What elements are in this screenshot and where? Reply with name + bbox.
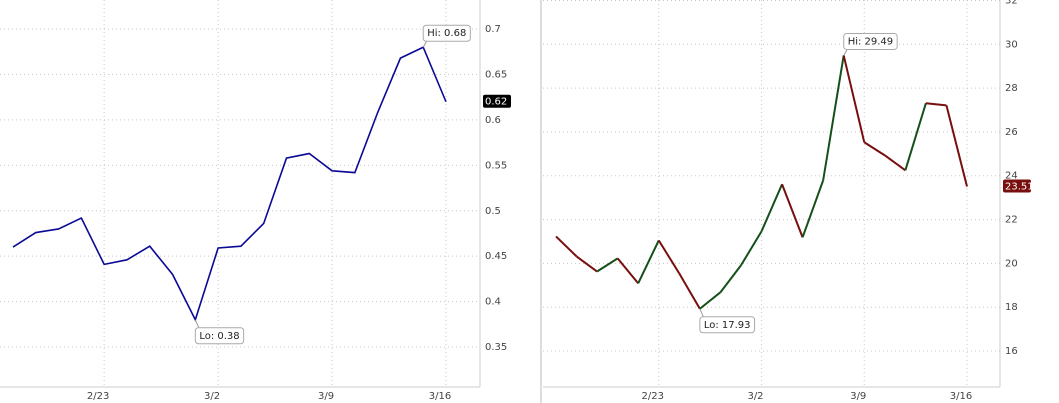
y-tick-label: 30 [1005, 39, 1018, 50]
price-line [12, 46, 447, 322]
x-tick-label: 3/9 [850, 391, 866, 402]
y-tick-label: 0.5 [485, 206, 501, 217]
price-segment [637, 239, 660, 284]
price-segment [863, 141, 886, 157]
price-segment [657, 239, 681, 275]
callout-box [843, 32, 898, 50]
price-segment [616, 257, 639, 284]
price-segment [740, 230, 763, 266]
price-segment [842, 55, 866, 143]
price-segment [575, 255, 598, 273]
x-tick-label: 3/16 [950, 391, 972, 402]
x-tick-label: 2/23 [642, 391, 664, 402]
x-tick-label: 3/9 [318, 391, 334, 402]
callout-label: Lo: 0.38 [199, 331, 239, 342]
last-value-tag [1003, 179, 1031, 193]
y-tick-label: 0.4 [485, 297, 501, 308]
y-tick-label: 22 [1005, 215, 1018, 226]
y-tick-label: 32 [1005, 0, 1018, 6]
price-segment [822, 55, 845, 181]
callout-box [194, 327, 245, 345]
price-segment [678, 272, 701, 310]
price-segment [555, 235, 578, 258]
y-tick-label: 16 [1005, 346, 1018, 357]
price-segment [884, 154, 906, 172]
y-tick-label: 24 [1005, 171, 1018, 182]
price-segment [781, 183, 804, 238]
price-segment [925, 102, 947, 107]
y-tick-label: 0.45 [485, 251, 507, 262]
last-value-tag [483, 94, 511, 108]
callout-label: Hi: 0.68 [427, 28, 466, 39]
y-tick-label: 0.65 [485, 69, 507, 80]
price-segment [699, 291, 722, 310]
x-tick-label: 2/23 [87, 391, 109, 402]
callout-label: Lo: 17.93 [704, 320, 751, 331]
price-segment [719, 264, 742, 293]
y-tick-label: 0.7 [485, 24, 501, 35]
y-tick-label: 20 [1005, 258, 1018, 269]
y-tick-label: 0.6 [485, 115, 501, 126]
price-segment [596, 257, 619, 273]
y-tick-label: 0.35 [485, 342, 507, 353]
last-value-label: 0.62 [485, 97, 507, 108]
last-value-label: 23.51 [1005, 181, 1034, 192]
y-tick-label: 0.55 [485, 160, 507, 171]
y-tick-label: 18 [1005, 302, 1018, 313]
callout-box [422, 24, 471, 42]
x-tick-label: 3/2 [204, 391, 220, 402]
x-tick-label: 3/16 [429, 391, 451, 402]
y-tick-label: 26 [1005, 127, 1018, 138]
price-segment [945, 105, 968, 187]
price-segment [801, 180, 825, 238]
price-segment [760, 183, 783, 232]
callout-box [699, 316, 756, 334]
price-segment [904, 102, 927, 171]
y-tick-label: 28 [1005, 83, 1018, 94]
callout-label: Hi: 29.49 [848, 36, 893, 47]
x-tick-label: 3/2 [747, 391, 763, 402]
